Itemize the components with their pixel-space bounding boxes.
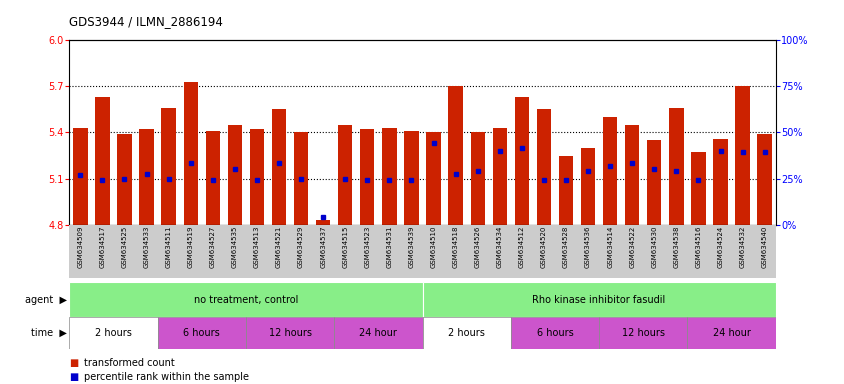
Text: GSM634511: GSM634511 [165, 226, 171, 268]
Bar [69, 317, 157, 349]
Text: GSM634539: GSM634539 [408, 226, 414, 268]
Text: GSM634529: GSM634529 [298, 226, 304, 268]
Text: GSM634540: GSM634540 [760, 226, 766, 268]
Bar [250, 129, 264, 225]
Text: 6 hours: 6 hours [536, 328, 572, 338]
Bar [316, 220, 330, 225]
Bar [73, 128, 88, 225]
Bar [338, 125, 352, 225]
Text: GSM634538: GSM634538 [673, 226, 679, 268]
Text: GSM634514: GSM634514 [607, 226, 613, 268]
Text: percentile rank within the sample: percentile rank within the sample [84, 372, 249, 382]
Text: ■: ■ [69, 358, 78, 368]
Text: 12 hours: 12 hours [268, 328, 311, 338]
Bar [139, 129, 154, 225]
Bar [95, 97, 110, 225]
Bar [334, 317, 422, 349]
Bar [668, 108, 683, 225]
Bar [603, 117, 617, 225]
Text: GSM634512: GSM634512 [518, 226, 524, 268]
Bar [690, 152, 705, 225]
Bar [625, 125, 639, 225]
Bar [246, 317, 334, 349]
Bar [558, 156, 572, 225]
Text: GSM634527: GSM634527 [209, 226, 215, 268]
Text: agent  ▶: agent ▶ [24, 295, 67, 305]
Text: 6 hours: 6 hours [183, 328, 219, 338]
Bar [157, 317, 246, 349]
Bar [403, 131, 418, 225]
Bar [272, 109, 286, 225]
Bar [117, 134, 132, 225]
Bar [422, 282, 775, 317]
Text: 12 hours: 12 hours [621, 328, 664, 338]
Bar [69, 282, 422, 317]
Text: GSM634516: GSM634516 [695, 226, 701, 268]
Text: GSM634523: GSM634523 [364, 226, 370, 268]
Bar [756, 134, 771, 225]
Text: GSM634535: GSM634535 [231, 226, 237, 268]
Bar [161, 108, 176, 225]
Bar [734, 86, 749, 225]
Text: GSM634525: GSM634525 [122, 226, 127, 268]
Bar [511, 317, 598, 349]
Text: GSM634519: GSM634519 [187, 226, 193, 268]
Text: GSM634515: GSM634515 [342, 226, 348, 268]
Text: GSM634524: GSM634524 [717, 226, 722, 268]
Text: GSM634521: GSM634521 [276, 226, 282, 268]
Bar [470, 132, 484, 225]
Text: 2 hours: 2 hours [95, 328, 132, 338]
Bar [492, 128, 506, 225]
Bar [205, 131, 219, 225]
Text: GSM634537: GSM634537 [320, 226, 326, 268]
Text: 24 hour: 24 hour [711, 328, 749, 338]
Bar [687, 317, 775, 349]
Bar [536, 109, 550, 225]
Text: GSM634530: GSM634530 [651, 226, 657, 268]
Text: no treatment, control: no treatment, control [193, 295, 298, 305]
Text: 24 hour: 24 hour [359, 328, 397, 338]
Text: GSM634533: GSM634533 [143, 226, 149, 268]
Bar [448, 86, 463, 225]
Text: GSM634518: GSM634518 [452, 226, 458, 268]
Bar [381, 128, 396, 225]
Bar [712, 139, 727, 225]
Bar [183, 82, 197, 225]
Text: time  ▶: time ▶ [31, 328, 67, 338]
Text: GSM634520: GSM634520 [540, 226, 546, 268]
Bar [227, 125, 241, 225]
Text: ■: ■ [69, 372, 78, 382]
Text: GSM634536: GSM634536 [584, 226, 590, 268]
Text: transformed count: transformed count [84, 358, 175, 368]
Text: GSM634509: GSM634509 [78, 226, 84, 268]
Bar [598, 317, 687, 349]
Text: Rho kinase inhibitor fasudil: Rho kinase inhibitor fasudil [532, 295, 665, 305]
Bar [426, 132, 441, 225]
Text: GSM634517: GSM634517 [100, 226, 106, 268]
Text: GSM634522: GSM634522 [629, 226, 635, 268]
Text: GSM634532: GSM634532 [738, 226, 744, 268]
Bar [294, 132, 308, 225]
Text: GDS3944 / ILMN_2886194: GDS3944 / ILMN_2886194 [69, 15, 223, 28]
Text: GSM634526: GSM634526 [474, 226, 480, 268]
Text: 2 hours: 2 hours [447, 328, 484, 338]
Text: GSM634513: GSM634513 [254, 226, 260, 268]
Text: GSM634510: GSM634510 [430, 226, 436, 268]
Bar [647, 140, 661, 225]
Bar [580, 148, 594, 225]
Text: GSM634534: GSM634534 [496, 226, 502, 268]
Text: GSM634528: GSM634528 [562, 226, 568, 268]
Bar [360, 129, 374, 225]
Bar [514, 97, 528, 225]
Bar [422, 317, 511, 349]
Text: GSM634531: GSM634531 [386, 226, 392, 268]
